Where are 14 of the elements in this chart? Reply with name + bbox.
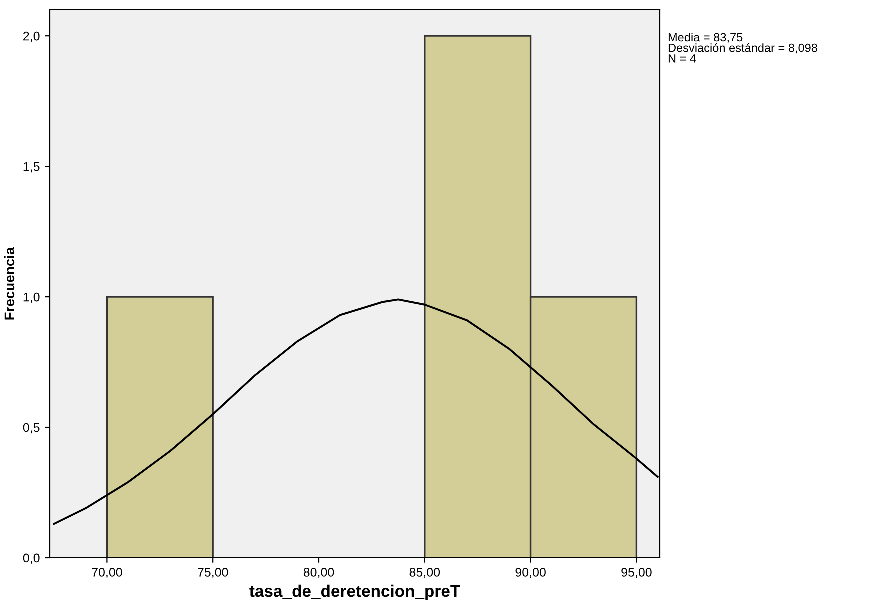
x-tick-label: 95,00 (622, 568, 652, 578)
y-tick-label: 1,0 (24, 292, 40, 304)
y-tick-label: 2,0 (24, 32, 40, 42)
x-tick-label: 90,00 (516, 568, 546, 578)
x-tick-label: 80,00 (304, 568, 334, 578)
x-tick-label: 70,00 (92, 568, 122, 578)
x-tick-label: 75,00 (198, 568, 228, 578)
y-tick-label: 0,5 (23, 423, 40, 434)
x-axis-title: tasa_de_deretencion_preT (250, 584, 460, 600)
y-axis-title: Frecuencia (4, 247, 15, 320)
x-tick-label: 85,00 (410, 568, 440, 578)
y-tick-label: 0,0 (23, 554, 40, 564)
y-tick-label: 1,5 (24, 162, 40, 173)
text: Media = 83,75 Desviación estándar = 8,098 N = 4 (668, 33, 818, 63)
